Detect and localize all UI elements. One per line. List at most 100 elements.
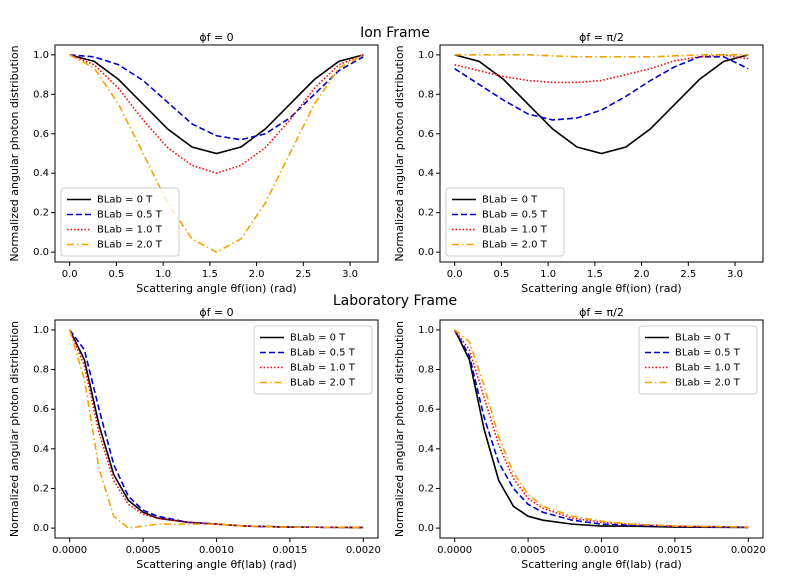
legend-label: BLab = 2.0 T <box>290 378 356 389</box>
axes-frame <box>439 319 764 539</box>
y-tick-label: 0.6 <box>418 129 434 140</box>
x-tick-label: 0.0020 <box>731 545 766 556</box>
y-tick-label: 0.6 <box>33 404 49 415</box>
series-line <box>69 54 364 141</box>
series-line <box>454 54 749 58</box>
x-tick-label: 0.0000 <box>437 545 472 556</box>
x-tick-label: 0.0020 <box>346 545 381 556</box>
x-tick-label: 3.0 <box>727 269 743 280</box>
plot-area <box>453 329 749 529</box>
y-tick-label: 1.0 <box>418 50 434 61</box>
legend-label: BLab = 1.0 T <box>675 363 741 374</box>
x-tick-label: 2.5 <box>295 269 311 280</box>
series-line <box>69 54 364 155</box>
x-tick-label: 2.5 <box>680 269 696 280</box>
axes-title: ϕf = π/2 <box>579 31 624 44</box>
y-tick-label: 0.2 <box>33 483 49 494</box>
axes-frame <box>54 44 379 263</box>
legend-label: BLab = 0.5 T <box>290 348 356 359</box>
y-tick-label: 0.2 <box>33 208 49 219</box>
y-tick-label: 0.2 <box>418 208 434 219</box>
y-tick-label: 0.0 <box>418 247 434 258</box>
legend-label: BLab = 2.0 T <box>675 378 741 389</box>
legend-label: BLab = 1.0 T <box>482 225 548 236</box>
axes-frame <box>439 44 764 263</box>
y-axis-label: Normalized angular photon distribution <box>8 321 21 537</box>
series-line <box>69 54 364 254</box>
x-axis-label: Scattering angle θf(lab) (rad) <box>136 558 297 571</box>
x-tick-label: 0.0 <box>447 269 463 280</box>
y-tick-label: 0.4 <box>33 168 49 179</box>
y-tick-label: 0.8 <box>33 365 49 376</box>
series-line <box>454 56 749 121</box>
y-tick-label: 0.0 <box>418 523 434 534</box>
series-line <box>454 54 749 155</box>
y-tick-label: 0.8 <box>418 365 434 376</box>
x-tick-label: 0.0 <box>62 269 78 280</box>
legend-label: BLab = 0 T <box>97 195 153 206</box>
series-line <box>68 329 364 529</box>
section-heading: Laboratory Frame <box>333 293 457 309</box>
series-line <box>454 54 749 84</box>
x-tick-label: 1.0 <box>540 269 556 280</box>
y-axis-label: Normalized angular photon distribution <box>393 321 406 537</box>
y-tick-label: 1.0 <box>33 325 49 336</box>
series-line <box>68 329 364 529</box>
y-tick-label: 0.6 <box>33 129 49 140</box>
axes-title: ϕf = 0 <box>199 31 233 44</box>
plot-area <box>68 329 364 529</box>
plot-area <box>69 54 364 254</box>
axes-title: ϕf = π/2 <box>579 306 624 319</box>
legend-label: BLab = 2.0 T <box>97 240 163 251</box>
y-tick-label: 0.6 <box>418 404 434 415</box>
legend-label: BLab = 1.0 T <box>290 363 356 374</box>
y-tick-label: 1.0 <box>418 325 434 336</box>
x-tick-label: 3.0 <box>342 269 358 280</box>
legend-box <box>638 325 758 395</box>
x-tick-label: 0.0010 <box>199 545 234 556</box>
x-tick-label: 0.0005 <box>126 545 161 556</box>
legend-label: BLab = 0 T <box>290 333 346 344</box>
x-axis-label: Scattering angle θf(lab) (rad) <box>521 558 682 571</box>
series-line <box>454 329 749 528</box>
axes-title: ϕf = 0 <box>199 306 233 319</box>
x-tick-label: 0.0015 <box>657 545 692 556</box>
x-tick-label: 1.5 <box>587 269 603 280</box>
x-axis-label: Scattering angle θf(ion) (rad) <box>521 282 681 295</box>
x-tick-label: 0.5 <box>493 269 509 280</box>
series-line <box>453 329 749 529</box>
x-tick-label: 2.0 <box>634 269 650 280</box>
legend-label: BLab = 0.5 T <box>675 348 741 359</box>
x-tick-label: 0.0005 <box>511 545 546 556</box>
y-tick-label: 0.4 <box>33 444 49 455</box>
y-tick-label: 0.0 <box>33 523 49 534</box>
x-tick-label: 1.5 <box>202 269 218 280</box>
plot-area <box>454 54 749 155</box>
legend-label: BLab = 0 T <box>482 195 538 206</box>
x-tick-label: 0.0015 <box>272 545 307 556</box>
y-axis-label: Normalized angular photon distribution <box>393 45 406 261</box>
legend-box <box>445 187 565 257</box>
y-axis-label: Normalized angular photon distribution <box>8 45 21 261</box>
legend-box <box>253 325 373 395</box>
series-line <box>69 54 364 175</box>
legend-label: BLab = 0 T <box>675 333 731 344</box>
legend-box <box>60 187 180 257</box>
series-line <box>453 329 749 529</box>
axes-frame <box>54 319 379 539</box>
x-tick-label: 0.5 <box>108 269 124 280</box>
x-axis-label: Scattering angle θf(ion) (rad) <box>136 282 296 295</box>
x-tick-label: 2.0 <box>249 269 265 280</box>
y-tick-label: 0.2 <box>418 483 434 494</box>
y-tick-label: 0.4 <box>418 444 434 455</box>
x-tick-label: 0.0000 <box>52 545 87 556</box>
legend-label: BLab = 0.5 T <box>482 210 548 221</box>
y-tick-label: 0.4 <box>418 168 434 179</box>
x-tick-label: 1.0 <box>155 269 171 280</box>
y-tick-label: 1.0 <box>33 50 49 61</box>
legend-label: BLab = 2.0 T <box>482 240 548 251</box>
y-tick-label: 0.8 <box>418 89 434 100</box>
y-tick-label: 0.0 <box>33 247 49 258</box>
legend-label: BLab = 1.0 T <box>97 225 163 236</box>
